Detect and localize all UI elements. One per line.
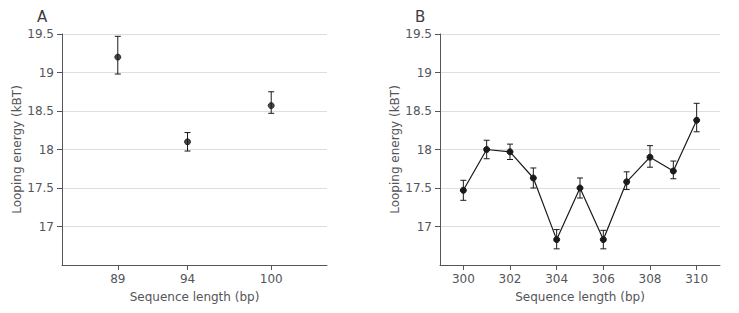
svg-text:B: B: [415, 8, 425, 26]
svg-text:94: 94: [180, 272, 195, 286]
svg-text:17: 17: [417, 220, 432, 234]
svg-text:18.5: 18.5: [27, 104, 54, 118]
svg-text:89: 89: [110, 272, 125, 286]
svg-text:19: 19: [417, 66, 432, 80]
svg-text:302: 302: [499, 272, 522, 286]
svg-text:308: 308: [639, 272, 662, 286]
svg-text:18.5: 18.5: [405, 104, 432, 118]
svg-text:Sequence length (bp): Sequence length (bp): [130, 290, 260, 304]
svg-text:Looping energy (kBT): Looping energy (kBT): [388, 85, 402, 214]
svg-text:18: 18: [417, 143, 432, 157]
svg-text:100: 100: [260, 272, 283, 286]
svg-text:17: 17: [39, 220, 54, 234]
svg-text:17.5: 17.5: [405, 181, 432, 195]
svg-text:17.5: 17.5: [27, 181, 54, 195]
svg-text:300: 300: [452, 272, 475, 286]
svg-text:310: 310: [685, 272, 708, 286]
svg-text:306: 306: [592, 272, 615, 286]
svg-text:Looping energy (kBT): Looping energy (kBT): [10, 85, 24, 214]
svg-text:Sequence length (bp): Sequence length (bp): [515, 290, 645, 304]
svg-text:18: 18: [39, 143, 54, 157]
svg-text:A: A: [37, 8, 48, 26]
svg-text:304: 304: [545, 272, 568, 286]
svg-text:19: 19: [39, 66, 54, 80]
svg-text:19.5: 19.5: [27, 27, 54, 41]
svg-text:19.5: 19.5: [405, 27, 432, 41]
